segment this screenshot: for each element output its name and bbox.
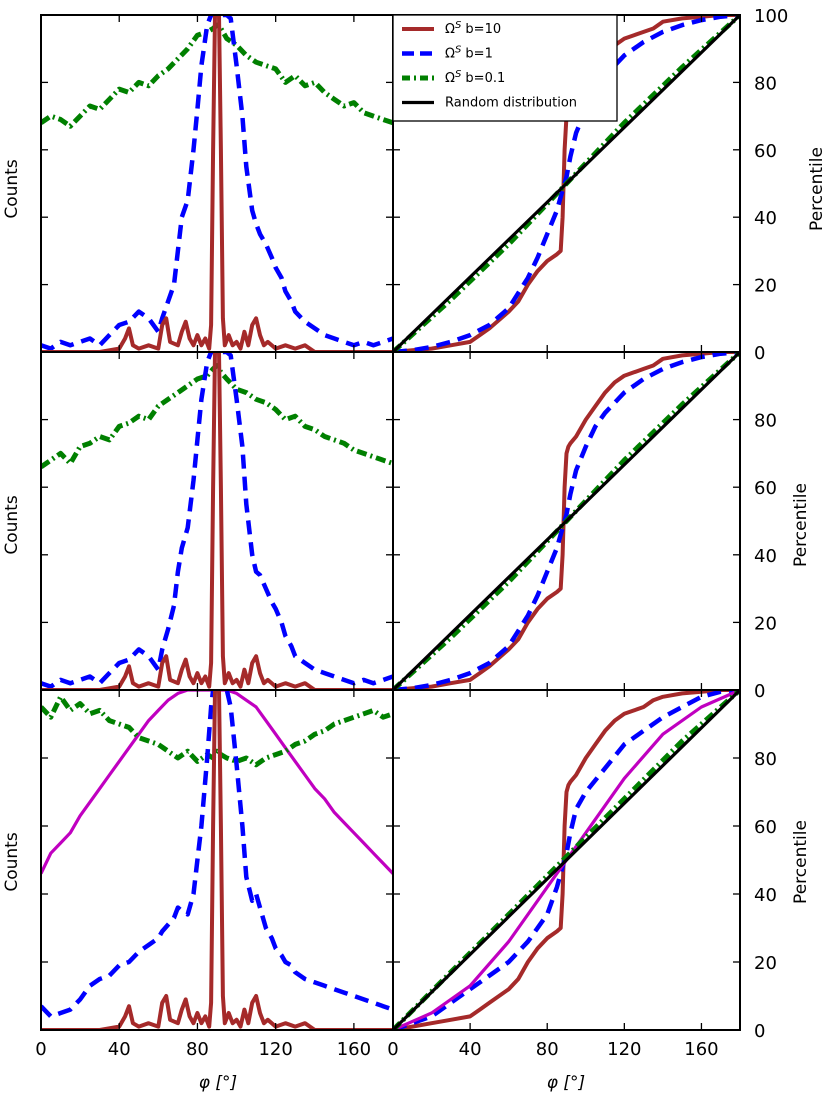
percentile-label-row2: Percentile [791, 483, 811, 567]
y-tick-label: 80 [754, 73, 777, 94]
y-tick-label: 80 [754, 411, 777, 432]
plot-frame [40, 14, 394, 353]
plot-frame [392, 689, 741, 1031]
panel-row2-histogram [40, 351, 394, 691]
x-axis-labels: φ [°] φ [°] [199, 1073, 585, 1093]
x-tick-label: 40 [108, 1039, 131, 1060]
series-line-b1 [41, 352, 393, 689]
series-line-b01 [41, 363, 393, 469]
series-line-random [393, 690, 740, 1030]
counts-label-row1: Counts [2, 159, 22, 218]
series-line-b01 [41, 694, 393, 768]
series-line-b10 [393, 352, 740, 690]
series-line-b10 [393, 690, 740, 1030]
legend-label-b01: ΩS b=0.1 [445, 69, 505, 86]
series-line-b1 [393, 352, 740, 690]
y-tick-label: 40 [754, 546, 777, 567]
y-tick-label: 40 [754, 885, 777, 906]
xlabel-right: φ [°] [547, 1073, 585, 1093]
panel-row3-cumulative: 0 40 80 120 160 0 20 40 60 80 [387, 689, 777, 1060]
legend: ΩS b=10 ΩS b=1 ΩS b=0.1 Random distribution [392, 14, 618, 122]
x-tick-label: 0 [35, 1039, 46, 1060]
series-group [393, 690, 740, 1030]
series-line-b10 [41, 15, 393, 352]
panel-row3-histogram: 0 40 80 120 160 [35, 689, 394, 1060]
legend-label-random: Random distribution [445, 96, 577, 111]
counts-label-row3: Counts [2, 832, 22, 891]
y-tick-label: 60 [754, 817, 777, 838]
panels: 0 20 40 60 80 100 0 20 40 60 80 0 40 80 120 160 0 40 80 120… [35, 6, 788, 1060]
x-tick-label: 40 [459, 1039, 482, 1060]
y-tick-label: 20 [754, 953, 777, 974]
y-tick-label: 0 [754, 681, 765, 702]
series-line-random [393, 15, 740, 352]
x-tick-label: 80 [186, 1039, 209, 1060]
percentile-label-row1: Percentile [807, 147, 827, 231]
series-line-b1 [41, 690, 393, 1019]
x-tick-label: 120 [607, 1039, 641, 1060]
y-tick-label: 20 [754, 276, 777, 297]
y-tick-label: 20 [754, 613, 777, 634]
series-line-b1 [41, 15, 393, 351]
counts-label-row2: Counts [2, 495, 22, 554]
x-tick-label: 160 [684, 1039, 718, 1060]
panel-row1-histogram [40, 14, 394, 353]
series-group [41, 352, 393, 690]
series-group [41, 690, 393, 1030]
panel-row2-cumulative: 0 20 40 60 80 [392, 351, 777, 702]
series-line-b1 [393, 15, 740, 352]
y-tick-label: 60 [754, 141, 777, 162]
series-group [393, 352, 740, 690]
x-tick-label: 0 [387, 1039, 398, 1060]
series-line-magenta [41, 690, 393, 875]
series-group [41, 15, 393, 352]
plot-frame [40, 351, 394, 691]
plot-frame [40, 689, 394, 1031]
y-axis-labels: Counts Counts Counts Percentile Percenti… [2, 147, 827, 904]
series-line-b1 [393, 690, 740, 1030]
y-tick-label: 60 [754, 478, 777, 499]
y-tick-label: 100 [754, 6, 788, 27]
series-group [393, 15, 740, 352]
percentile-label-row3: Percentile [791, 820, 811, 904]
series-line-b01 [41, 22, 393, 129]
legend-label-b1: ΩS b=1 [445, 45, 493, 62]
xlabel-left: φ [°] [199, 1073, 237, 1093]
y-tick-label: 0 [754, 1021, 765, 1042]
x-tick-label: 120 [258, 1039, 292, 1060]
x-tick-label: 80 [536, 1039, 559, 1060]
y-tick-label: 0 [754, 343, 765, 364]
y-tick-label: 40 [754, 208, 777, 229]
series-line-b10 [41, 690, 393, 1030]
series-line-random [393, 352, 740, 690]
series-line-b10 [41, 352, 393, 690]
y-tick-label: 80 [754, 749, 777, 770]
x-tick-label: 160 [337, 1039, 371, 1060]
legend-label-b10: ΩS b=10 [445, 20, 501, 37]
